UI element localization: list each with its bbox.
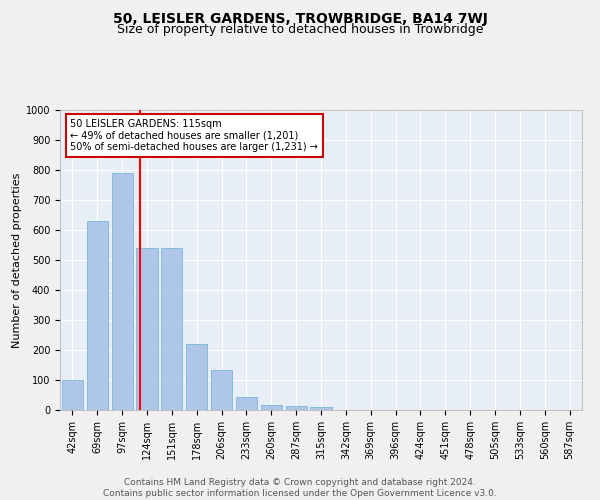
Bar	[310, 407, 332, 410]
Bar	[286, 406, 307, 410]
Bar	[136, 248, 158, 410]
Bar	[112, 173, 133, 410]
Text: Size of property relative to detached houses in Trowbridge: Size of property relative to detached ho…	[117, 22, 483, 36]
Bar	[62, 380, 83, 410]
Bar	[87, 221, 108, 410]
Bar	[261, 404, 282, 410]
Y-axis label: Number of detached properties: Number of detached properties	[11, 172, 22, 348]
Bar	[211, 370, 232, 410]
Bar	[186, 344, 207, 410]
Text: 50, LEISLER GARDENS, TROWBRIDGE, BA14 7WJ: 50, LEISLER GARDENS, TROWBRIDGE, BA14 7W…	[113, 12, 487, 26]
Text: Contains HM Land Registry data © Crown copyright and database right 2024.
Contai: Contains HM Land Registry data © Crown c…	[103, 478, 497, 498]
Bar	[161, 248, 182, 410]
Bar	[236, 396, 257, 410]
Text: 50 LEISLER GARDENS: 115sqm
← 49% of detached houses are smaller (1,201)
50% of s: 50 LEISLER GARDENS: 115sqm ← 49% of deta…	[70, 119, 319, 152]
